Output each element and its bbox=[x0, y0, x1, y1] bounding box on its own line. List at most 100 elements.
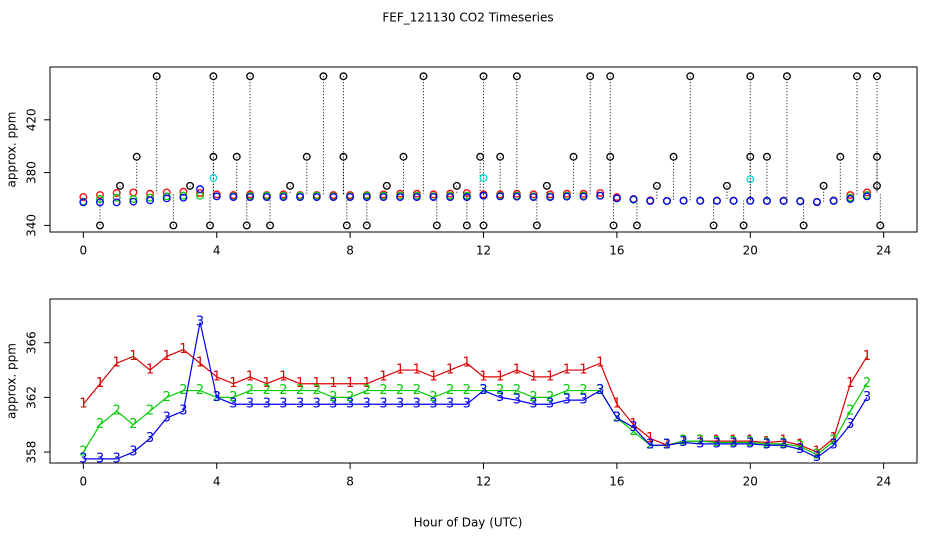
point-marker: 1 bbox=[546, 369, 554, 384]
point-marker: 1 bbox=[846, 376, 854, 391]
point bbox=[209, 152, 218, 161]
point-marker: 3 bbox=[113, 451, 121, 466]
point bbox=[302, 152, 311, 161]
point-marker: 2 bbox=[513, 383, 521, 398]
point bbox=[876, 221, 885, 230]
point-marker: 1 bbox=[113, 356, 121, 371]
point-marker: 2 bbox=[463, 383, 471, 398]
chart-title: FEF_121130 CO2 Timeseries bbox=[382, 11, 553, 25]
point bbox=[96, 221, 104, 230]
point bbox=[579, 192, 588, 201]
point-marker: 2 bbox=[763, 436, 771, 451]
point bbox=[382, 181, 391, 190]
point bbox=[813, 198, 821, 207]
point-marker: 3 bbox=[679, 435, 687, 450]
point bbox=[132, 152, 141, 161]
point bbox=[129, 197, 138, 206]
point-marker: 2 bbox=[346, 390, 354, 405]
point-marker: 3 bbox=[713, 436, 721, 451]
point-marker: 2 bbox=[429, 390, 437, 405]
x-tick-label: 8 bbox=[346, 244, 354, 258]
point-marker: 2 bbox=[529, 390, 537, 405]
point-marker: 1 bbox=[513, 363, 521, 378]
point bbox=[112, 193, 121, 202]
point bbox=[606, 72, 615, 81]
point bbox=[532, 221, 541, 230]
point bbox=[196, 189, 205, 198]
point-marker: 3 bbox=[496, 390, 504, 405]
point-marker: 3 bbox=[863, 390, 871, 405]
point-marker: 2 bbox=[396, 383, 404, 398]
point-marker: 3 bbox=[796, 442, 804, 457]
point-marker: 2 bbox=[129, 417, 137, 432]
point bbox=[146, 193, 154, 202]
point-marker: 1 bbox=[229, 376, 237, 391]
point-marker: 1 bbox=[779, 434, 787, 449]
x-tick-label: 24 bbox=[876, 475, 891, 489]
point-marker: 3 bbox=[363, 397, 371, 412]
point-marker: 1 bbox=[296, 376, 304, 391]
point-marker: 3 bbox=[646, 438, 654, 453]
point bbox=[479, 72, 488, 81]
point-marker: 1 bbox=[563, 363, 571, 378]
x-tick-label: 16 bbox=[609, 244, 624, 258]
point-marker: 2 bbox=[363, 383, 371, 398]
point bbox=[853, 72, 861, 81]
point-marker: 3 bbox=[263, 397, 271, 412]
point bbox=[446, 193, 455, 201]
point bbox=[266, 221, 275, 230]
point bbox=[279, 193, 288, 201]
series-line bbox=[82, 348, 868, 453]
point bbox=[412, 193, 421, 201]
point bbox=[562, 192, 571, 201]
point bbox=[686, 72, 695, 81]
point bbox=[419, 72, 428, 81]
point bbox=[319, 72, 328, 81]
point bbox=[586, 72, 595, 81]
point-marker: 3 bbox=[313, 397, 321, 412]
point bbox=[346, 193, 355, 201]
point-marker: 2 bbox=[96, 417, 104, 432]
point-marker: 2 bbox=[196, 383, 204, 398]
point bbox=[679, 196, 688, 205]
x-tick-label: 16 bbox=[609, 475, 624, 489]
point bbox=[606, 152, 615, 161]
y-axis-label: approx. ppm bbox=[5, 112, 19, 188]
point bbox=[209, 173, 218, 182]
point bbox=[542, 181, 551, 190]
point-marker: 1 bbox=[796, 438, 804, 453]
point-marker: 2 bbox=[296, 383, 304, 398]
point bbox=[652, 181, 661, 190]
x-tick-label: 0 bbox=[80, 244, 88, 258]
point bbox=[232, 152, 241, 161]
point-marker: 2 bbox=[629, 424, 637, 439]
point bbox=[399, 152, 408, 161]
point-marker: 3 bbox=[329, 397, 337, 412]
point-marker: 3 bbox=[429, 397, 437, 412]
point-marker: 2 bbox=[846, 404, 854, 419]
point-marker: 1 bbox=[279, 369, 287, 384]
point bbox=[379, 193, 388, 201]
point-marker: 1 bbox=[146, 363, 154, 378]
point-marker: 3 bbox=[179, 404, 187, 419]
point bbox=[846, 191, 855, 199]
point bbox=[462, 189, 471, 198]
point-marker: 1 bbox=[529, 369, 537, 384]
point bbox=[819, 181, 828, 190]
point-marker: 2 bbox=[679, 434, 687, 449]
point bbox=[179, 193, 188, 202]
x-tick-label: 4 bbox=[213, 244, 221, 258]
point-marker: 1 bbox=[379, 369, 387, 384]
point-marker: 1 bbox=[196, 356, 204, 371]
point-marker: 3 bbox=[829, 438, 837, 453]
point-marker: 1 bbox=[763, 435, 771, 450]
point-marker: 2 bbox=[179, 383, 187, 398]
point bbox=[476, 152, 485, 161]
point-marker: 3 bbox=[146, 431, 154, 446]
point-marker: 3 bbox=[746, 436, 754, 451]
point bbox=[362, 221, 371, 230]
x-tick-label: 4 bbox=[213, 475, 221, 489]
point bbox=[746, 72, 755, 81]
point bbox=[79, 193, 88, 201]
